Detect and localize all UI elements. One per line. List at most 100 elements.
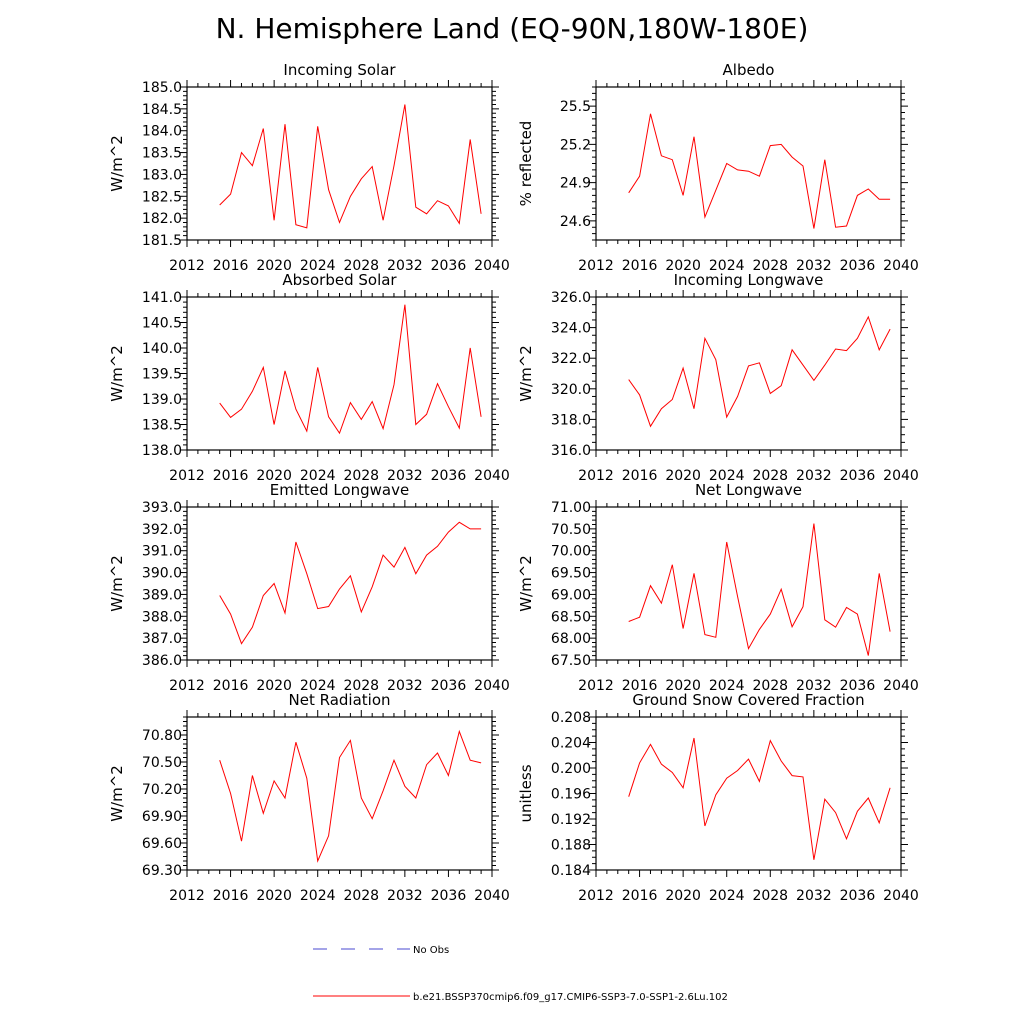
panel-title: Absorbed Solar xyxy=(282,271,397,289)
y-tick-label: 68.00 xyxy=(551,631,591,647)
y-tick-label: 316.0 xyxy=(551,443,591,459)
x-tick-label: 2032 xyxy=(387,468,423,484)
y-tick-label: 0.184 xyxy=(551,863,591,879)
x-tick-label: 2036 xyxy=(431,468,467,484)
y-axis-label: W/m^2 xyxy=(108,765,126,822)
x-tick-label: 2012 xyxy=(169,678,205,694)
series-line xyxy=(628,737,891,860)
x-tick-label: 2020 xyxy=(665,258,701,274)
x-tick-label: 2028 xyxy=(752,888,788,904)
y-tick-label: 322.0 xyxy=(551,351,591,367)
x-tick-label: 2012 xyxy=(169,888,205,904)
x-tick-label: 2024 xyxy=(709,678,745,694)
y-tick-label: 0.192 xyxy=(551,812,591,828)
y-tick-label: 69.60 xyxy=(142,836,182,852)
y-axis-label: W/m^2 xyxy=(108,345,126,402)
x-tick-label: 2016 xyxy=(213,468,249,484)
y-tick-label: 0.196 xyxy=(551,787,591,803)
series-line xyxy=(219,521,482,645)
series-line xyxy=(219,104,482,229)
y-tick-label: 387.0 xyxy=(142,631,182,647)
x-tick-label: 2040 xyxy=(883,888,919,904)
x-tick-label: 2040 xyxy=(474,258,510,274)
y-tick-label: 70.80 xyxy=(142,728,182,744)
legend-label-run: b.e21.BSSP370cmip6.f09_g17.CMIP6-SSP3-7.… xyxy=(413,992,728,1003)
y-tick-label: 140.0 xyxy=(142,341,182,357)
y-tick-label: 318.0 xyxy=(551,412,591,428)
x-tick-label: 2036 xyxy=(840,678,876,694)
x-tick-label: 2040 xyxy=(883,258,919,274)
x-tick-label: 2024 xyxy=(709,888,745,904)
x-tick-label: 2028 xyxy=(343,258,379,274)
x-tick-label: 2024 xyxy=(300,888,336,904)
y-tick-label: 69.00 xyxy=(551,587,591,603)
x-tick-label: 2036 xyxy=(431,258,467,274)
chart-panel: 2012 2016 2020 2024 2028 2032 2036 2040 138.0 138… xyxy=(108,271,510,484)
plot-frame xyxy=(186,506,493,661)
x-tick-label: 2036 xyxy=(840,468,876,484)
y-tick-label: 388.0 xyxy=(142,609,182,625)
y-tick-label: 138.5 xyxy=(142,418,182,434)
x-tick-label: 2012 xyxy=(578,888,614,904)
y-tick-label: 184.5 xyxy=(142,102,182,118)
chart-panel: 2012 2016 2020 2024 2028 2032 2036 2040 67.50 68.… xyxy=(517,481,919,694)
y-axis-label: W/m^2 xyxy=(517,345,535,402)
y-axis-label: % reflected xyxy=(517,121,535,207)
y-tick-label: 182.0 xyxy=(142,211,182,227)
x-tick-label: 2040 xyxy=(883,468,919,484)
y-tick-label: 326.0 xyxy=(551,290,591,306)
x-tick-label: 2032 xyxy=(387,888,423,904)
x-tick-label: 2040 xyxy=(474,678,510,694)
x-tick-label: 2012 xyxy=(578,468,614,484)
x-tick-label: 2036 xyxy=(840,888,876,904)
series-line xyxy=(628,523,891,656)
y-tick-label: 69.50 xyxy=(551,566,591,582)
y-tick-label: 67.50 xyxy=(551,653,591,669)
x-tick-label: 2016 xyxy=(622,468,658,484)
y-tick-label: 0.188 xyxy=(551,838,591,854)
plot-frame xyxy=(186,716,493,871)
x-tick-label: 2020 xyxy=(665,678,701,694)
y-axis-label: W/m^2 xyxy=(517,555,535,612)
x-tick-label: 2020 xyxy=(665,468,701,484)
x-tick-label: 2032 xyxy=(796,888,832,904)
x-tick-label: 2024 xyxy=(300,468,336,484)
y-tick-label: 185.0 xyxy=(142,80,182,96)
legend: No Obs b.e21.BSSP370cmip6.f09_g17.CMIP6-S… xyxy=(313,945,728,1003)
y-tick-label: 24.6 xyxy=(560,214,591,230)
x-tick-label: 2024 xyxy=(709,258,745,274)
y-tick-label: 393.0 xyxy=(142,500,182,516)
x-tick-label: 2032 xyxy=(387,258,423,274)
y-tick-label: 389.0 xyxy=(142,587,182,603)
x-tick-label: 2032 xyxy=(796,468,832,484)
y-tick-label: 141.0 xyxy=(142,290,182,306)
y-tick-label: 68.50 xyxy=(551,609,591,625)
x-tick-label: 2012 xyxy=(169,468,205,484)
y-tick-label: 70.00 xyxy=(551,544,591,560)
series-line xyxy=(219,304,482,435)
plot-frame xyxy=(186,86,493,241)
chart-panel: 2012 2016 2020 2024 2028 2032 2036 2040 0.184 0.1… xyxy=(517,691,919,904)
panel-title: Albedo xyxy=(723,61,775,79)
y-tick-label: 140.5 xyxy=(142,316,182,332)
x-tick-label: 2036 xyxy=(431,678,467,694)
y-axis-label: W/m^2 xyxy=(108,135,126,192)
y-tick-label: 0.204 xyxy=(551,736,591,752)
chart-panel: 2012 2016 2020 2024 2028 2032 2036 2040 181.5 182… xyxy=(108,61,510,274)
x-tick-label: 2016 xyxy=(213,678,249,694)
series-line xyxy=(219,729,482,863)
x-tick-label: 2016 xyxy=(622,888,658,904)
plot-frame xyxy=(186,296,493,451)
panel-title: Incoming Longwave xyxy=(674,271,824,289)
series-line xyxy=(628,315,891,428)
y-tick-label: 139.0 xyxy=(142,392,182,408)
x-tick-label: 2028 xyxy=(343,468,379,484)
y-tick-label: 25.5 xyxy=(560,99,591,115)
x-tick-label: 2032 xyxy=(796,258,832,274)
legend-label-no-obs: No Obs xyxy=(413,945,449,956)
y-tick-label: 139.5 xyxy=(142,367,182,383)
y-tick-label: 0.200 xyxy=(551,761,591,777)
y-tick-label: 324.0 xyxy=(551,321,591,337)
x-tick-label: 2028 xyxy=(752,678,788,694)
